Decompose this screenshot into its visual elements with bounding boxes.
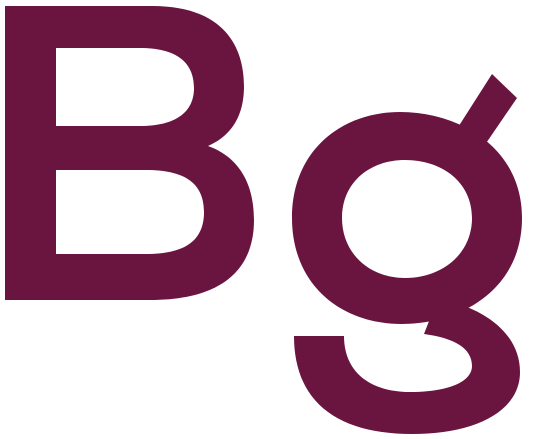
letter-g-ear [455,74,517,152]
letter-g-tail [294,298,520,434]
letter-g-bowl [292,112,522,324]
letter-b-glyph [5,6,254,300]
